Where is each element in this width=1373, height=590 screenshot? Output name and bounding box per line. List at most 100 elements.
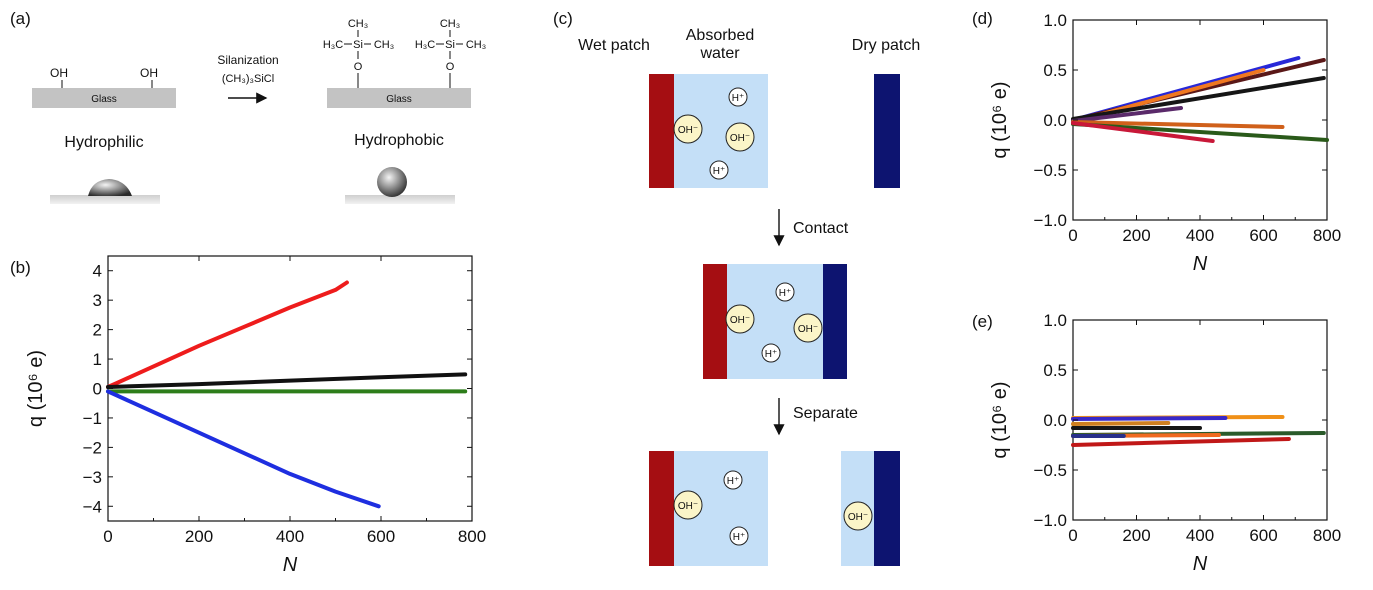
x-axis-label: N [283, 554, 298, 576]
panel-b-label: (b) [10, 258, 31, 277]
y-tick-label: −2 [83, 438, 102, 457]
oh-minus-ion: OH⁻ [843, 501, 873, 531]
svg-text:OH⁻: OH⁻ [678, 501, 698, 512]
x-tick-label: 200 [1122, 526, 1150, 545]
plot-frame [107, 255, 473, 522]
x-tick-label: 600 [1249, 526, 1277, 545]
svg-text:OH⁻: OH⁻ [798, 324, 818, 335]
silanization-label: Silanization [217, 53, 278, 67]
y-tick-label: −1.0 [1033, 511, 1067, 530]
svg-text:CH₃: CH₃ [374, 39, 394, 51]
svg-text:CH₃: CH₃ [440, 18, 460, 30]
y-tick-label: 0.5 [1043, 61, 1067, 80]
h-plus-ion: H⁺ [723, 470, 743, 490]
y-axis-label: q (10⁶ e) [989, 81, 1011, 158]
surface-photo-right [345, 195, 455, 204]
dry-patch-initial [874, 74, 900, 188]
svg-text:H₃C: H₃C [415, 39, 435, 51]
svg-text:OH⁻: OH⁻ [730, 315, 750, 326]
wet-patch-label: Wet patch [578, 37, 650, 54]
chart-panel-b: (b) 0 200 400 600 800 4 3 2 1 0 −1 −2 −3 −4 Nq (10⁶ e) [10, 255, 486, 576]
absorbed-water-label-1: Absorbed [686, 27, 755, 44]
y-tick-label: −0.5 [1033, 461, 1067, 480]
dry-patch-label: Dry patch [852, 37, 920, 54]
y-tick-label: −4 [83, 497, 102, 516]
series-line-3 [1071, 421, 1171, 426]
svg-text:CH₃: CH₃ [466, 39, 486, 51]
y-tick-label: 3 [93, 291, 102, 310]
series-line-8 [1071, 121, 1215, 143]
tms-group-1: CH₃ H₃C Si CH₃ O [323, 18, 394, 88]
y-tick-label: 0.0 [1043, 411, 1067, 430]
series-line-8 [1071, 437, 1291, 447]
droplet-hydrophobic [377, 167, 407, 197]
y-tick-label: 4 [93, 262, 102, 281]
reagent-label: (CH₃)₃SiCl [222, 73, 274, 85]
series-line-2 [106, 372, 468, 389]
svg-text:H⁺: H⁺ [733, 532, 746, 543]
svg-text:O: O [446, 61, 455, 73]
absorbed-water-label-2: water [699, 45, 740, 62]
x-tick-label: 200 [1122, 226, 1150, 245]
svg-text:CH₃: CH₃ [348, 18, 368, 30]
y-tick-label: −0.5 [1033, 161, 1067, 180]
hydrophobic-label: Hydrophobic [354, 132, 444, 149]
dry-patch-contact [823, 264, 847, 379]
oh-minus-ion: OH⁻ [725, 122, 755, 152]
x-tick-label: 800 [458, 527, 486, 546]
y-tick-label: 0.5 [1043, 361, 1067, 380]
oh-minus-ion: OH⁻ [673, 114, 703, 144]
h-plus-ion: H⁺ [775, 282, 795, 302]
series-line-6 [1071, 120, 1285, 129]
svg-text:Si: Si [353, 39, 363, 51]
x-tick-label: 0 [1068, 526, 1077, 545]
glass-slab-right [327, 88, 471, 108]
wet-patch-initial [649, 74, 674, 188]
x-tick-label: 0 [1068, 226, 1077, 245]
y-axis-label: q (10⁶ e) [25, 350, 47, 427]
dry-patch-after [874, 451, 900, 566]
wet-patch-after [649, 451, 674, 566]
glass-label-right: Glass [386, 94, 412, 105]
x-axis-label: N [1193, 553, 1208, 575]
h-plus-ion: H⁺ [728, 87, 748, 107]
svg-text:OH⁻: OH⁻ [848, 512, 868, 523]
panel-c: (c) Wet patch Absorbed water Dry patch C… [553, 9, 920, 566]
y-tick-label: 0 [93, 380, 102, 399]
svg-text:H⁺: H⁺ [779, 288, 792, 299]
panel-c-label: (c) [553, 9, 573, 28]
panel-a-label: (a) [10, 9, 31, 28]
y-tick-label: 0.0 [1043, 111, 1067, 130]
panel-a: (a) OH OH Glass Hydrophilic Silanization… [10, 9, 486, 204]
h-plus-ion: H⁺ [729, 526, 749, 546]
glass-label-left: Glass [91, 94, 117, 105]
y-tick-label: −1.0 [1033, 211, 1067, 230]
series-line-4 [106, 389, 381, 509]
chart-panel-d: (d) 0 200 400 600 800 1.0 0.5 0.0 −0.5 −1.0 Nq (10⁶… [972, 9, 1341, 275]
oh-minus-ion: OH⁻ [793, 313, 823, 343]
svg-text:H⁺: H⁺ [713, 166, 726, 177]
h-plus-ion: H⁺ [761, 343, 781, 363]
surface-photo-left [50, 195, 160, 204]
x-tick-label: 0 [103, 527, 112, 546]
series-line-1 [106, 280, 349, 389]
x-axis-label: N [1193, 253, 1208, 275]
y-tick-label: 2 [93, 321, 102, 340]
svg-text:O: O [354, 61, 363, 73]
x-tick-label: 600 [1249, 226, 1277, 245]
oh-label-2: OH [140, 66, 158, 80]
droplet-hydrophilic [88, 179, 132, 196]
panel-d-label: (d) [972, 9, 993, 28]
y-tick-label: 1.0 [1043, 311, 1067, 330]
svg-text:H⁺: H⁺ [732, 93, 745, 104]
plot-frame [1072, 19, 1328, 221]
svg-text:OH⁻: OH⁻ [678, 125, 698, 136]
glass-slab-left [32, 88, 176, 108]
series-line-2 [1071, 416, 1228, 421]
y-tick-label: 1 [93, 350, 102, 369]
tms-group-2: CH₃ H₃C Si CH₃ O [415, 18, 486, 88]
svg-text:H⁺: H⁺ [727, 476, 740, 487]
x-tick-label: 800 [1313, 526, 1341, 545]
oh-label-1: OH [50, 66, 68, 80]
x-tick-label: 400 [1186, 226, 1214, 245]
